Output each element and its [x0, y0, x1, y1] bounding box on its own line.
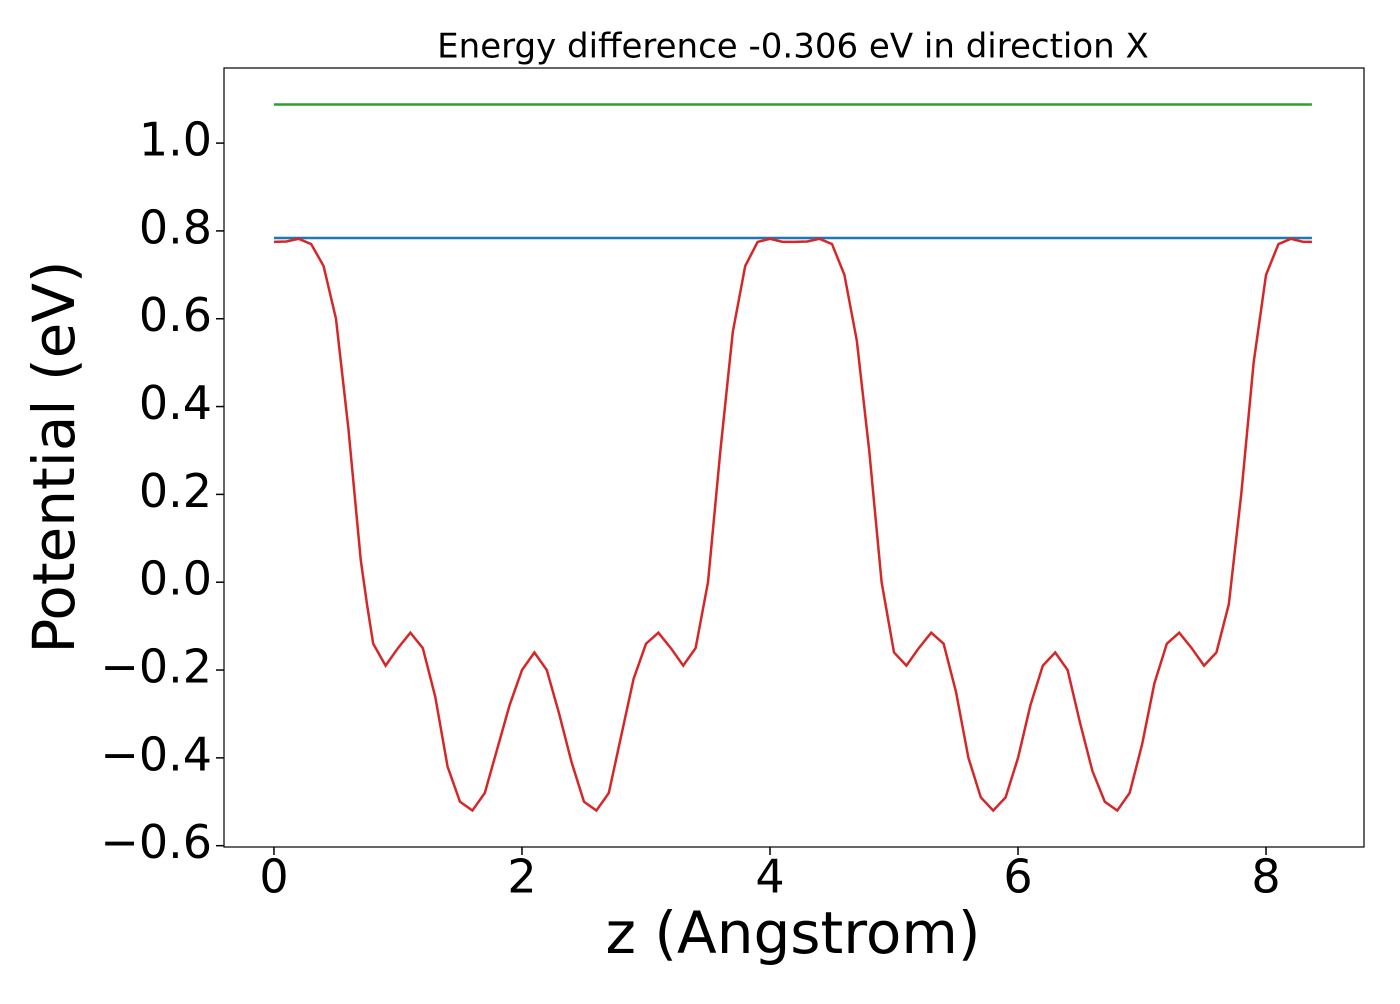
y-tick-label: 0.6: [139, 288, 212, 342]
y-tick-label: 0.0: [139, 552, 212, 606]
y-tick-label: 0.4: [139, 376, 212, 430]
chart-title: Energy difference -0.306 eV in direction…: [437, 27, 1149, 67]
x-tick-label: 6: [1003, 850, 1032, 904]
x-tick-label: 8: [1251, 850, 1280, 904]
y-tick-label: 0.2: [139, 464, 212, 518]
x-tick-label: 4: [755, 850, 784, 904]
y-tick-label: −0.4: [100, 727, 212, 781]
y-tick-label: −0.6: [100, 815, 212, 869]
x-tick-label: 2: [507, 850, 536, 904]
y-tick-label: −0.2: [100, 640, 212, 694]
y-axis-label: Potential (eV): [20, 260, 88, 653]
x-axis-label: z (Angstrom): [606, 899, 981, 967]
x-tick-label: 0: [259, 850, 288, 904]
plot-frame: [223, 67, 1365, 848]
y-tick-label: 1.0: [139, 113, 212, 167]
line-series: [273, 237, 1312, 813]
y-tick-label: 0.8: [139, 200, 212, 254]
